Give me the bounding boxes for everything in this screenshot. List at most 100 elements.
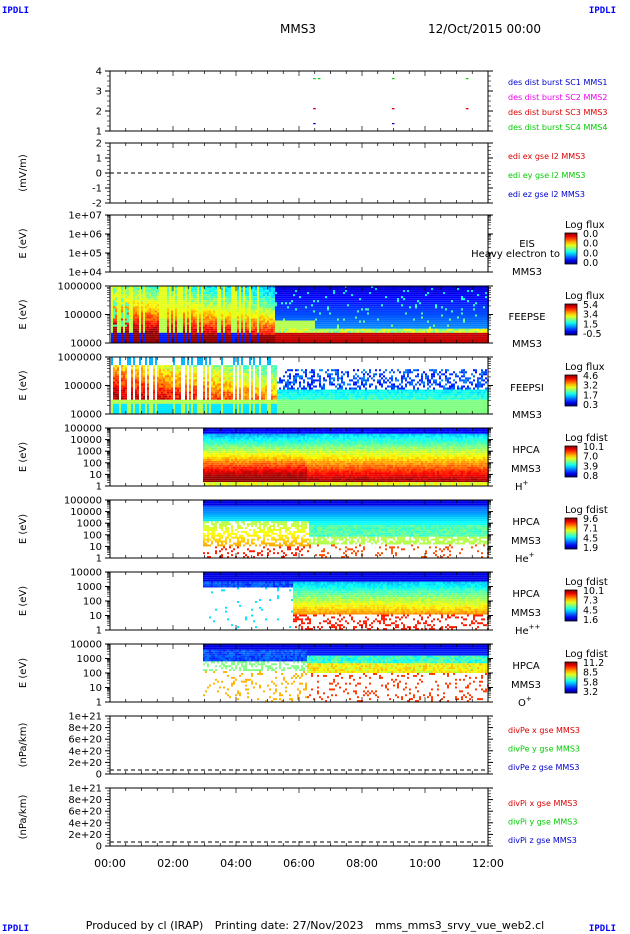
- spectrogram-cell: [365, 292, 367, 294]
- spectrogram-cell: [283, 302, 285, 304]
- spectrogram-cell: [359, 339, 361, 341]
- spectrogram-cell: [341, 335, 343, 337]
- spectrogram-cell: [357, 306, 359, 308]
- spectrogram-cell: [289, 308, 291, 310]
- spectrogram-cell: [417, 290, 419, 292]
- spectrogram-cell: [277, 288, 279, 290]
- spectrogram-cell: [403, 288, 405, 290]
- spectrogram-cell: [115, 339, 117, 341]
- spectrogram-cell: [287, 306, 289, 308]
- spectrogram-cell: [377, 298, 379, 300]
- spectrogram-cell: [255, 312, 257, 314]
- spectrogram-cell: [135, 333, 137, 335]
- spectrogram-cell: [401, 315, 403, 317]
- spectrogram-cell: [323, 335, 325, 337]
- spectrogram-cell: [217, 312, 219, 314]
- spectrogram-cell: [323, 292, 325, 294]
- spectrogram-cell: [159, 329, 161, 331]
- spectrogram-cell: [347, 317, 349, 319]
- spectrogram-cell: [161, 290, 163, 292]
- spectrogram-cell: [429, 339, 431, 341]
- spectrogram-cell: [369, 337, 371, 339]
- spectrogram-cell: [433, 310, 435, 312]
- spectrogram-cell: [341, 300, 343, 302]
- spectrogram-cell: [313, 337, 315, 339]
- spectrogram-cell: [159, 317, 161, 319]
- spectrogram-cell: [437, 333, 439, 335]
- spectrogram-cell: [383, 310, 385, 312]
- spectrogram-cell: [397, 335, 399, 337]
- spectrogram-cell: [425, 304, 427, 306]
- spectrogram-cell: [219, 308, 221, 310]
- spectrogram-cell: [391, 308, 393, 310]
- spectrogram-cell: [293, 335, 295, 337]
- spectrogram-cell: [211, 292, 213, 294]
- spectrogram-cell: [435, 306, 437, 308]
- spectrogram-cell: [233, 292, 235, 294]
- spectrogram-cell: [431, 319, 433, 321]
- spectrogram-cell: [421, 288, 423, 290]
- spectrogram-cell: [193, 339, 195, 341]
- spectrogram-cell: [351, 321, 353, 323]
- spectrogram-cell: [191, 308, 193, 310]
- spectrogram-cell: [255, 308, 257, 310]
- spectrogram-cell: [261, 339, 263, 341]
- spectrogram-cell: [351, 310, 353, 312]
- spectrogram-cell: [411, 333, 413, 335]
- spectrogram-cell: [137, 327, 139, 329]
- spectrogram-cell: [181, 329, 183, 331]
- spectrogram-cell: [425, 315, 427, 317]
- spectrogram-cell: [113, 304, 115, 306]
- spectrogram-cell: [295, 298, 297, 300]
- spectrogram-cell: [157, 294, 159, 296]
- spectrogram-cell: [341, 288, 343, 290]
- spectrogram-cell: [287, 337, 289, 339]
- legend-entry: des dist burst SC2 MMS2: [508, 93, 607, 102]
- spectrogram-cell: [259, 302, 261, 304]
- spectrogram-cell: [253, 302, 255, 304]
- spectrogram-cell: [349, 315, 351, 317]
- spectrogram-cell: [155, 288, 157, 290]
- spectrogram-cell: [177, 323, 179, 325]
- spectrogram-cell: [321, 325, 323, 327]
- spectrogram-cell: [347, 296, 349, 298]
- spectrogram-cell: [401, 304, 403, 306]
- spectrogram-cell: [361, 331, 363, 333]
- spectrogram-cell: [189, 300, 191, 302]
- spectrogram-cell: [357, 310, 359, 312]
- spectrogram-cell: [177, 333, 179, 335]
- spectrogram-cell: [163, 329, 165, 331]
- spectrogram-cell: [255, 337, 257, 339]
- spectrogram-cell: [285, 335, 287, 337]
- spectrogram-cell: [153, 310, 155, 312]
- spectrogram-cell: [243, 294, 245, 296]
- spectrogram-cell: [339, 298, 341, 300]
- spectrogram-cell: [215, 300, 217, 302]
- spectrogram-cell: [421, 308, 423, 310]
- spectrogram-cell: [291, 319, 293, 321]
- spectrogram-cell: [377, 308, 379, 310]
- spectrogram-cell: [353, 312, 355, 314]
- spectrogram-cell: [185, 339, 187, 341]
- spectrogram-cell: [157, 310, 159, 312]
- spectrogram-cell: [347, 333, 349, 335]
- spectrogram-cell: [343, 292, 345, 294]
- spectrogram-cell: [147, 298, 149, 300]
- spectrogram-cell: [331, 296, 333, 298]
- spectrogram-cell: [333, 312, 335, 314]
- spectrogram-cell: [287, 298, 289, 300]
- spectrogram-cell: [263, 335, 265, 337]
- spectrogram-cell: [191, 335, 193, 337]
- spectrogram-cell: [347, 290, 349, 292]
- spectrogram-cell: [219, 290, 221, 292]
- spectrogram-cell: [407, 323, 409, 325]
- spectrogram-cell: [323, 306, 325, 308]
- spectrogram-cell: [113, 290, 115, 292]
- spectrogram-cell: [167, 327, 169, 329]
- spectrogram-cell: [115, 300, 117, 302]
- spectrogram-cell: [393, 329, 395, 331]
- spectrogram-cell: [287, 323, 289, 325]
- spectrogram-cell: [271, 321, 273, 323]
- spectrogram-cell: [393, 323, 395, 325]
- spectrogram-cell: [113, 310, 115, 312]
